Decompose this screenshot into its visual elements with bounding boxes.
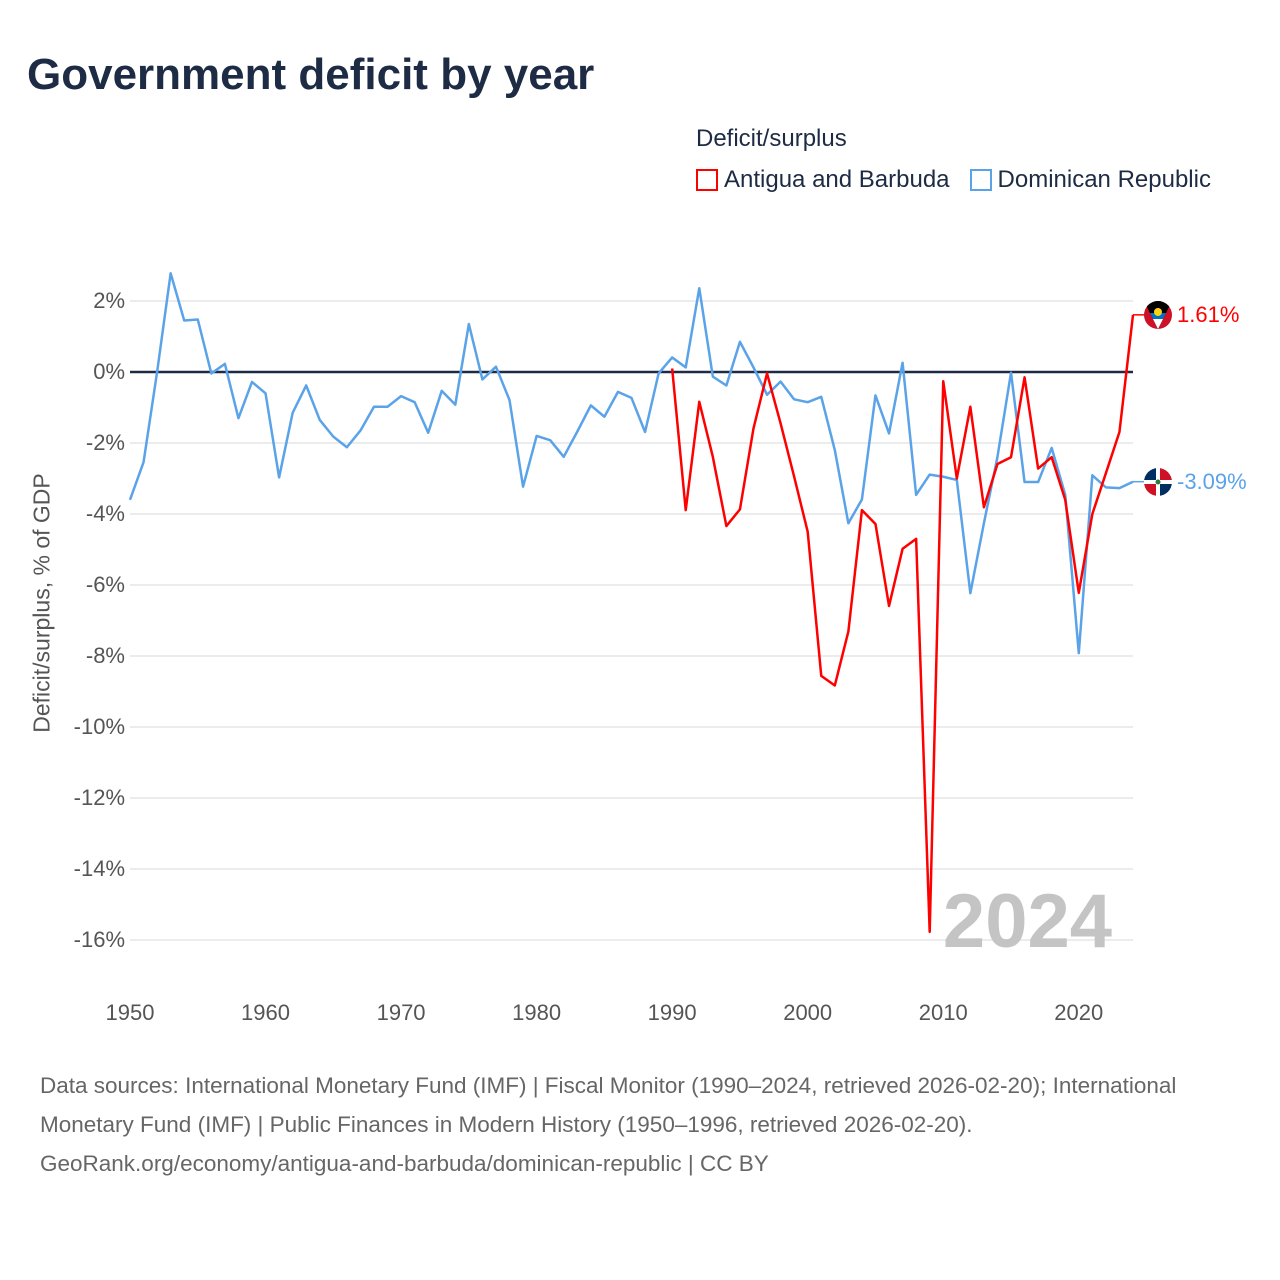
y-tick-label: 0%: [93, 359, 125, 384]
legend-item-dominican-republic[interactable]: Dominican Republic: [969, 166, 1211, 194]
x-tick-label: 2020: [1054, 1000, 1104, 1025]
chart-title: Government deficit by year: [27, 50, 595, 99]
x-tick-label: 1980: [512, 1000, 562, 1025]
x-tick-label: 1960: [241, 1000, 291, 1025]
dominican-republic-flag-icon: [1144, 467, 1172, 496]
legend-swatch-antigua: [696, 169, 718, 191]
x-tick-label: 1950: [105, 1000, 155, 1025]
year-watermark: 2024: [942, 879, 1112, 964]
series-line-antigua: [670, 314, 1135, 934]
y-tick-label: -8%: [85, 643, 125, 668]
end-label-dominican-republic: -3.09%: [1177, 468, 1247, 494]
y-tick-label: -2%: [85, 430, 125, 455]
y-tick-label: -12%: [73, 785, 125, 810]
legend-swatch-dominican-republic: [969, 169, 992, 191]
series-line-dominican-republic: [128, 272, 1134, 655]
legend-item-antigua[interactable]: Antigua and Barbuda: [696, 166, 950, 194]
credit-link[interactable]: GeoRank.org/economy/antigua-and-barbuda/…: [40, 1151, 769, 1176]
x-tick-label: 2000: [783, 1000, 833, 1025]
legend: Antigua and Barbuda Dominican Republic: [696, 166, 1211, 194]
x-tick-label: 1970: [376, 1000, 426, 1025]
y-tick-label: -14%: [73, 856, 125, 881]
end-label-antigua: 1.61%: [1177, 301, 1240, 327]
legend-label: Antigua and Barbuda: [724, 166, 950, 193]
y-tick-label: -10%: [73, 714, 125, 739]
antigua-flag-icon: [1144, 300, 1172, 329]
y-tick-label: -16%: [73, 927, 125, 952]
legend-title: Deficit/surplus: [696, 125, 847, 152]
y-axis-label: Deficit/surplus, % of GDP: [28, 473, 55, 733]
y-tick-label: -6%: [85, 572, 125, 597]
y-tick-label: -4%: [85, 501, 125, 526]
footer: Data sources: International Monetary Fun…: [40, 1066, 1240, 1183]
x-tick-label: 1990: [647, 1000, 697, 1025]
x-tick-label: 2010: [918, 1000, 968, 1025]
y-tick-label: 2%: [93, 288, 125, 313]
data-sources: Data sources: International Monetary Fun…: [40, 1073, 1177, 1137]
legend-label: Dominican Republic: [997, 166, 1211, 193]
